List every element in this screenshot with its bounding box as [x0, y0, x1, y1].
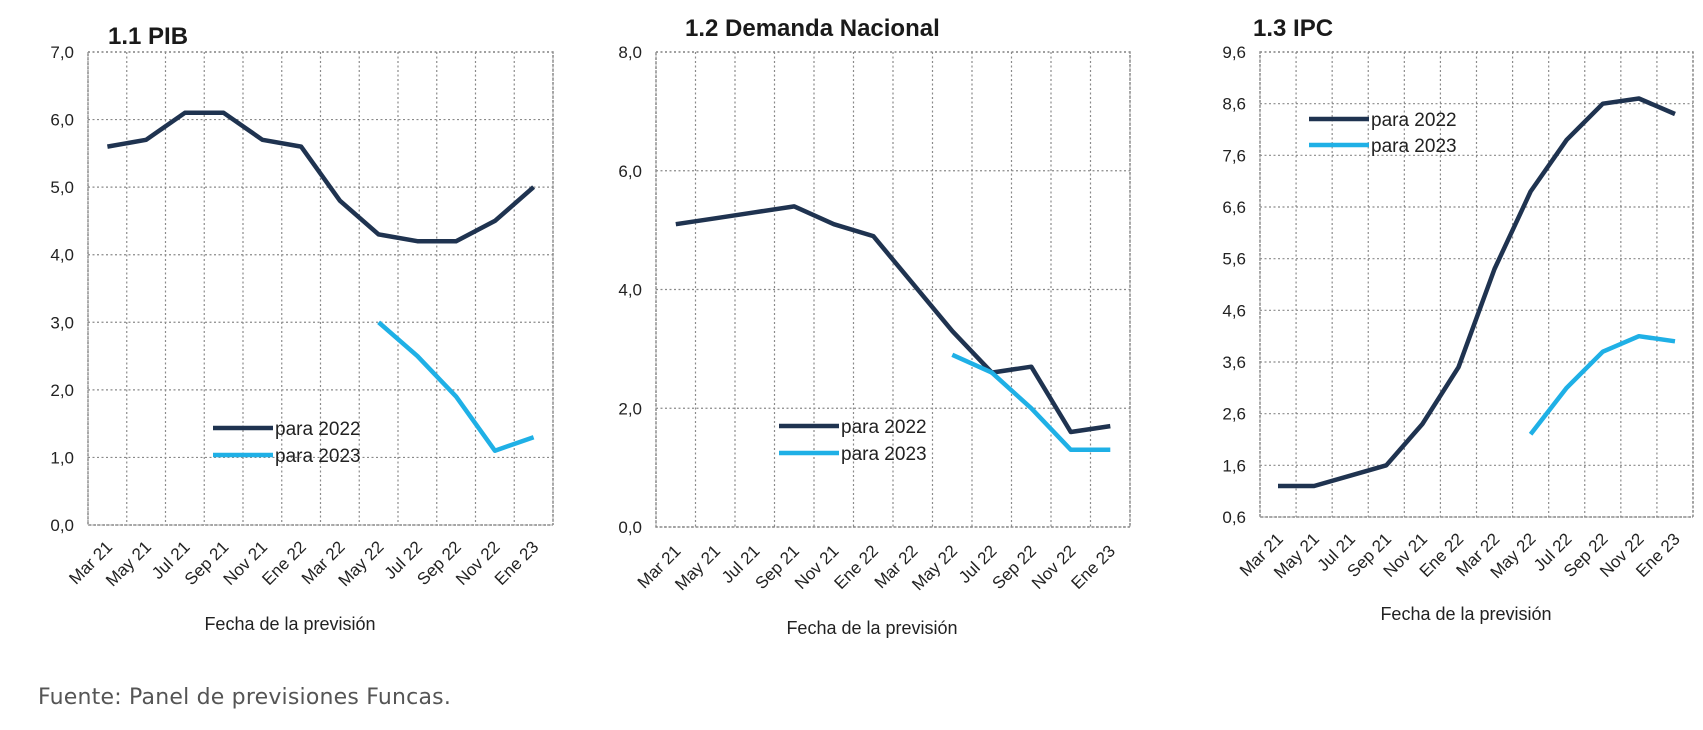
legend-label: para 2022 [1371, 110, 1457, 131]
y-tick-label: 6,0 [50, 111, 74, 130]
y-tick-label: 5,6 [1222, 250, 1246, 269]
chart-title: 1.2 Demanda Nacional [685, 15, 940, 42]
legend: para 2022 para 2023 [213, 419, 361, 467]
legend-label: para 2022 [275, 419, 361, 440]
y-tick-label: 2,6 [1222, 405, 1246, 424]
series-line-para-2022 [675, 204, 1111, 435]
source-note: Fuente: Panel de previsiones Funcas. [38, 685, 452, 710]
x-axis-label: Fecha de la previsión [1380, 604, 1551, 624]
series-line-para-2022 [107, 110, 536, 244]
y-tick-label: 0,6 [1222, 508, 1246, 527]
plot-frame [87, 51, 554, 526]
y-tick-label: 2,0 [618, 399, 642, 418]
x-tick-label: Ene 23 [491, 537, 543, 589]
chart-3: 1.3 IPC0,61,62,63,64,65,66,67,68,69,6Mar… [1222, 15, 1694, 624]
x-tick-label: Ene 22 [831, 541, 883, 593]
series-line-para-2023 [377, 320, 535, 453]
x-tick-label: May 21 [671, 541, 724, 594]
x-tick-label: Sep 21 [752, 541, 804, 593]
series-line-para-2023 [1528, 333, 1676, 436]
y-tick-label: 9,6 [1222, 43, 1246, 62]
y-tick-label: 4,0 [50, 246, 74, 265]
legend: para 2022 para 2023 [779, 417, 927, 465]
y-tick-label: 7,6 [1222, 146, 1246, 165]
legend-label: para 2022 [841, 417, 927, 438]
y-tick-label: 5,0 [50, 178, 74, 197]
y-tick-label: 1,0 [50, 448, 74, 467]
x-axis-label: Fecha de la previsión [204, 614, 375, 634]
plot-frame [655, 51, 1131, 528]
x-tick-label: Ene 23 [1068, 541, 1120, 593]
legend-label: para 2023 [841, 444, 927, 465]
y-tick-label: 0,0 [618, 518, 642, 537]
series-line-para-2023 [951, 352, 1111, 453]
legend-label: para 2023 [275, 446, 361, 467]
y-tick-label: 3,6 [1222, 353, 1246, 372]
y-tick-label: 3,0 [50, 313, 74, 332]
chart-title: 1.1 PIB [108, 23, 188, 50]
y-tick-label: 8,6 [1222, 95, 1246, 114]
y-tick-label: 0,0 [50, 516, 74, 535]
x-tick-label: May 22 [908, 541, 961, 594]
y-tick-label: 2,0 [50, 381, 74, 400]
y-tick-label: 7,0 [50, 43, 74, 62]
x-tick-label: Sep 22 [989, 541, 1041, 593]
x-tick-label: Ene 22 [258, 537, 310, 589]
y-tick-label: 6,0 [618, 162, 642, 181]
y-tick-label: 4,6 [1222, 301, 1246, 320]
y-tick-label: 4,0 [618, 281, 642, 300]
y-tick-label: 8,0 [618, 43, 642, 62]
series-line-para-2022 [1278, 96, 1676, 489]
y-tick-label: 6,6 [1222, 198, 1246, 217]
plot-frame [1259, 51, 1694, 518]
legend-label: para 2023 [1371, 136, 1457, 157]
y-tick-label: 1,6 [1222, 456, 1246, 475]
legend: para 2022 para 2023 [1309, 110, 1457, 157]
x-axis-label: Fecha de la previsión [786, 618, 957, 638]
chart-title: 1.3 IPC [1253, 15, 1333, 42]
